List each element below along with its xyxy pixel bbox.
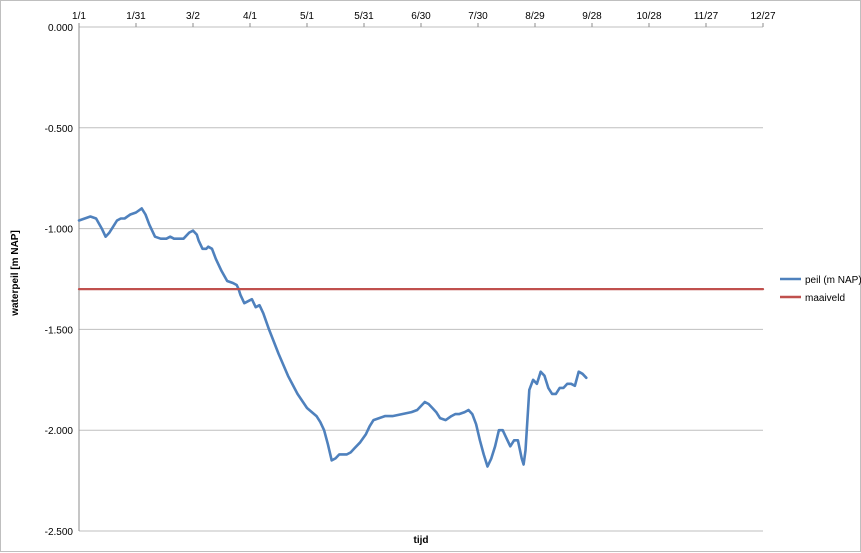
x-tick-label: 12/27: [750, 11, 775, 22]
x-tick-label: 1/31: [126, 11, 146, 22]
x-tick-label: 1/1: [72, 11, 86, 22]
y-tick-label: -1.000: [45, 225, 74, 236]
y-tick-label: 0.000: [48, 23, 73, 34]
legend: peil (m NAP) maaiveld: [780, 275, 861, 304]
legend-label: peil (m NAP): [805, 275, 861, 286]
y-axis-title: waterpeil [m NAP]: [10, 230, 21, 317]
y-tick-label: -1.500: [45, 325, 74, 336]
y-tick-label: -0.500: [45, 124, 74, 135]
legend-label: maaiveld: [805, 293, 845, 304]
x-tick-label: 4/1: [243, 11, 257, 22]
x-tick-label: 11/27: [694, 11, 719, 22]
series-lines: [77, 207, 765, 468]
y-tick-label: -2.000: [45, 426, 74, 437]
x-tick-label: 6/30: [411, 11, 431, 22]
x-tick-label: 3/2: [186, 11, 200, 22]
x-tick-label: 5/31: [354, 11, 374, 22]
series-line-peil: [77, 207, 588, 468]
y-tick-label: -2.500: [45, 527, 74, 538]
x-tick-label: 9/28: [582, 11, 602, 22]
x-tick-label: 8/29: [525, 11, 545, 22]
x-tick-label: 7/30: [468, 11, 488, 22]
gridlines: [78, 26, 763, 532]
x-tick-label: 5/1: [300, 11, 314, 22]
x-axis-ticks: 1/1 1/31 3/2 4/1 5/1 5/31 6/30 7/30 8/29 9/28 10/2…: [72, 11, 776, 27]
x-axis-title: tijd: [414, 535, 429, 546]
x-tick-label: 10/28: [636, 11, 661, 22]
y-axis-ticks: 0.000 -0.500 -1.000 -1.500 -2.000 -2.500: [45, 23, 74, 538]
